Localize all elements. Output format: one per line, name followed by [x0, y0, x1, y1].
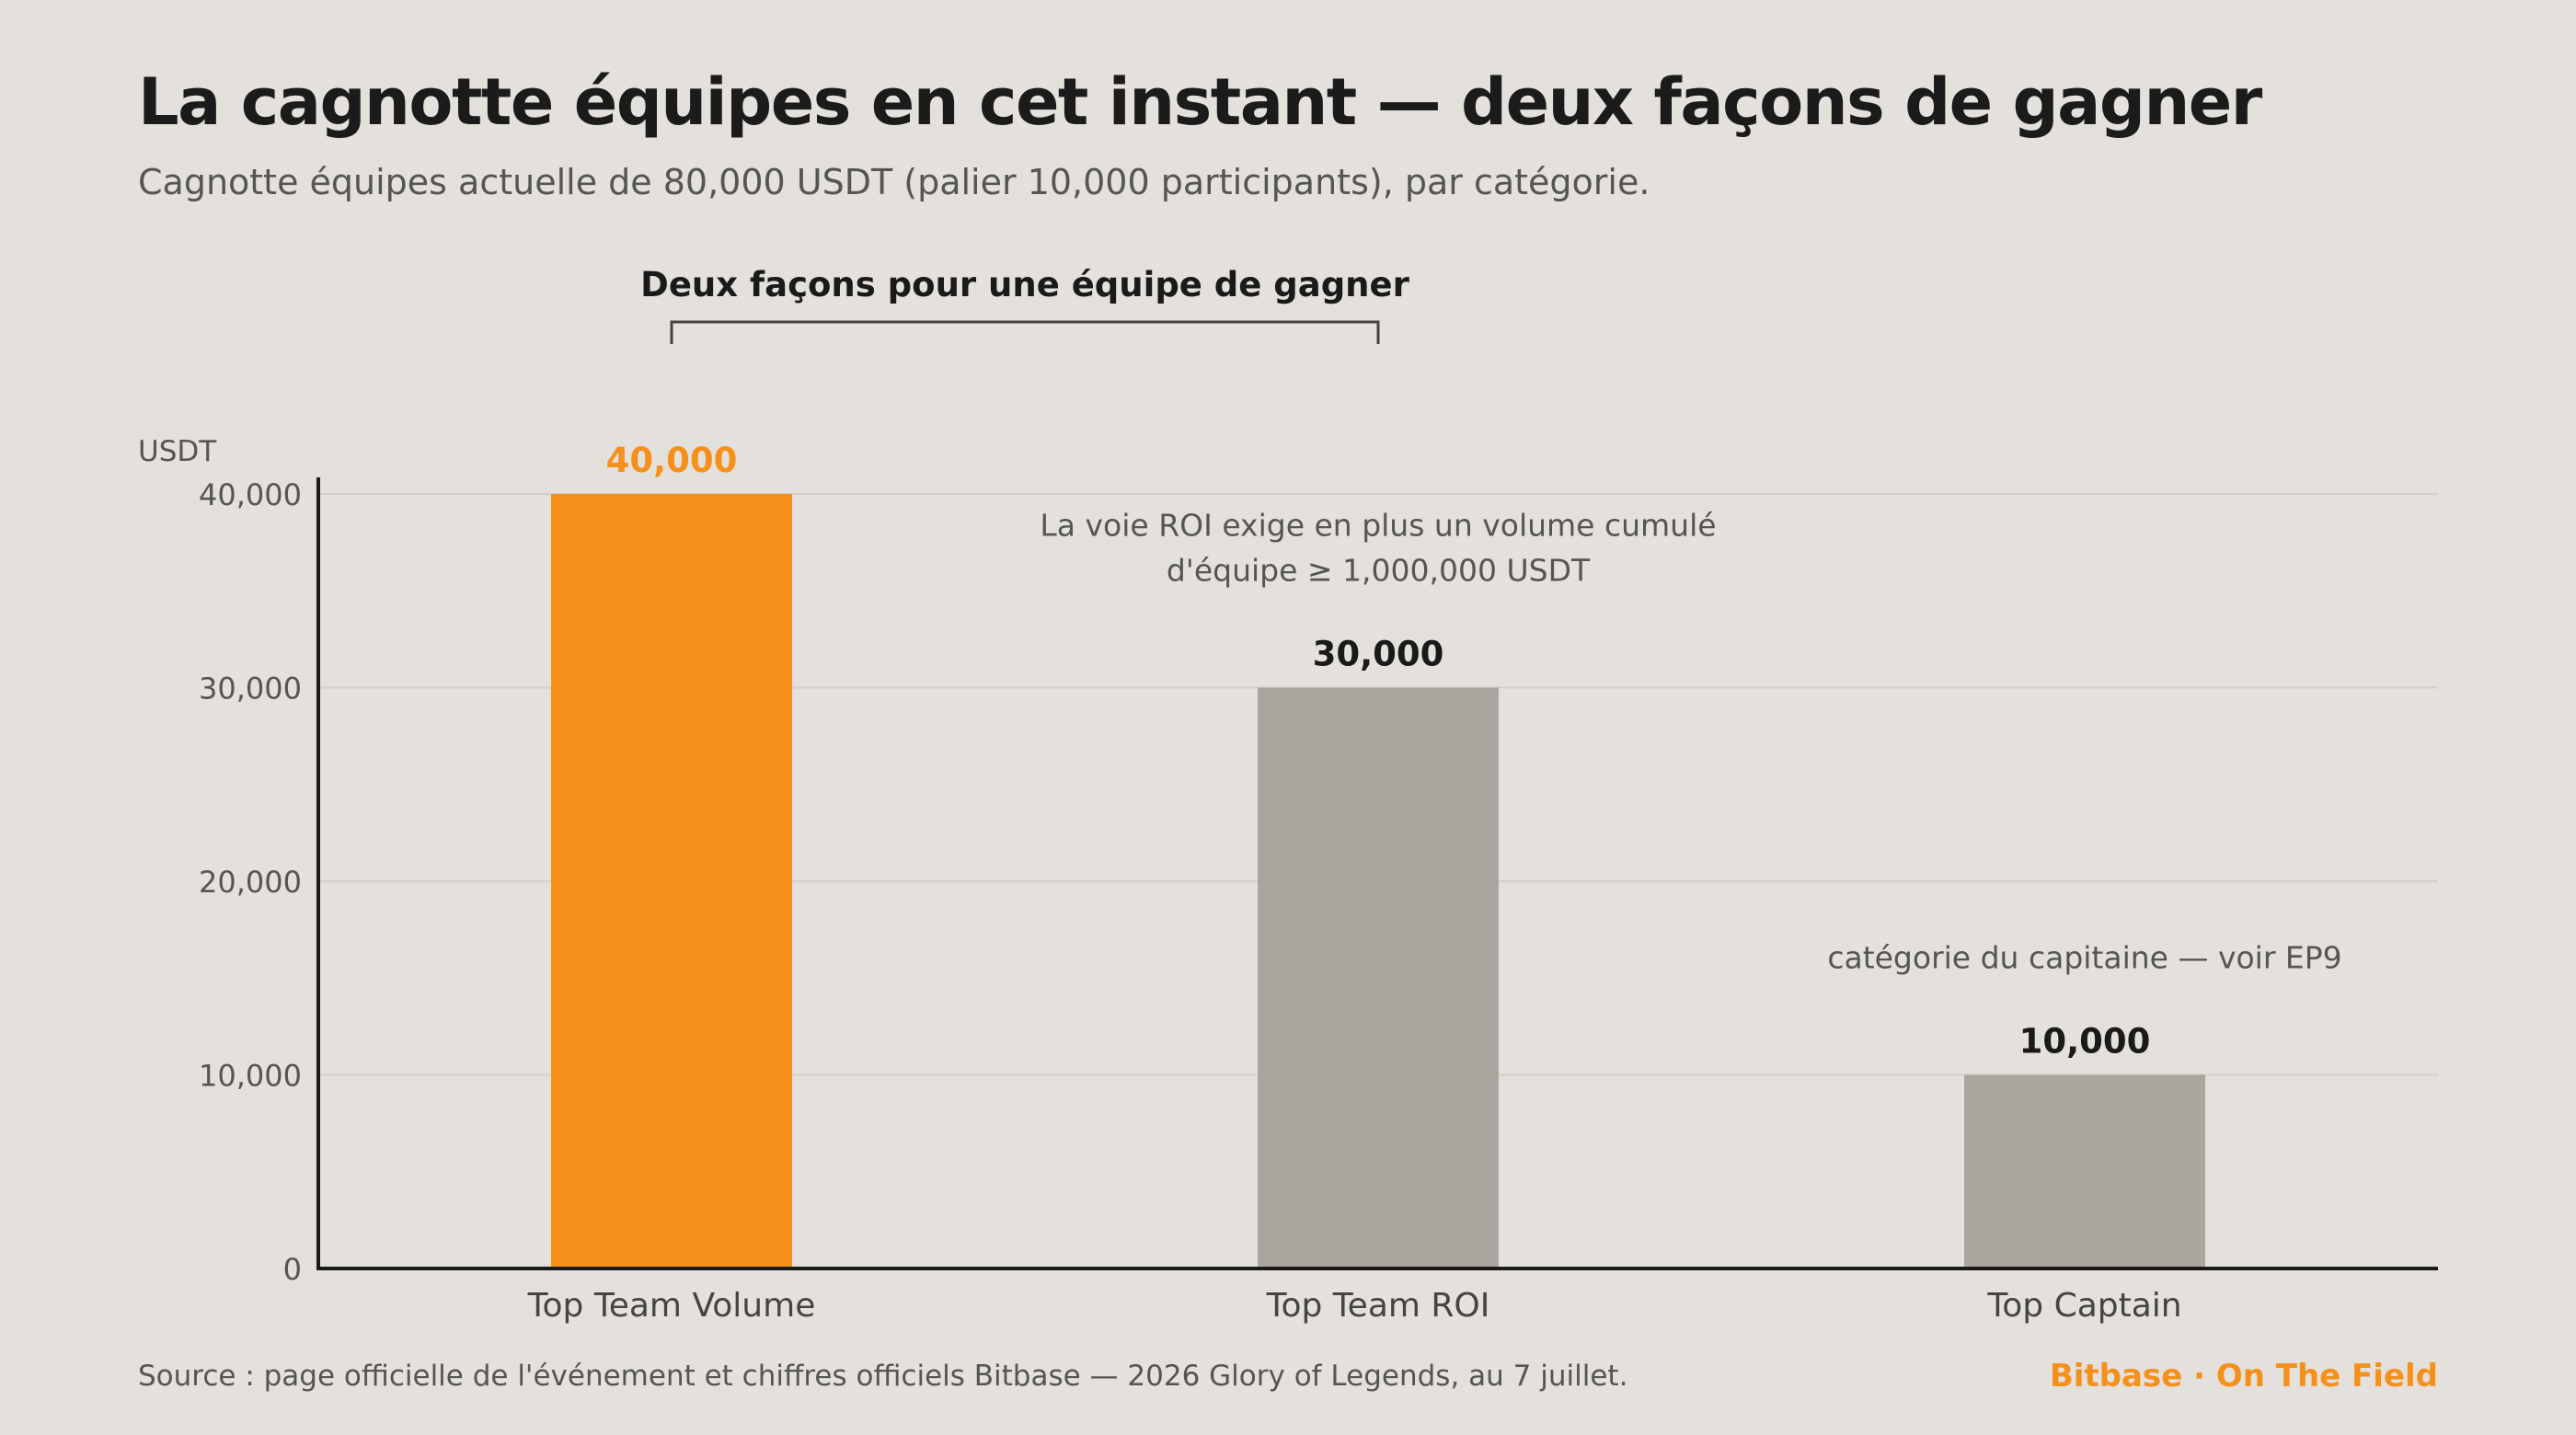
x-tick-label: Top Team Volume	[527, 1287, 816, 1325]
x-tick-label: Top Team ROI	[1266, 1287, 1490, 1325]
bracket-label: Deux façons pour une équipe de gagner	[640, 265, 1409, 304]
data-label: 30,000	[1313, 635, 1444, 674]
y-tick-label: 0	[283, 1252, 302, 1287]
data-label: 10,000	[2019, 1022, 2151, 1062]
data-label: 40,000	[606, 441, 738, 480]
bracket-line	[670, 320, 1380, 344]
category-bracket: Deux façons pour une équipe de gagner	[640, 265, 1410, 344]
bars	[551, 494, 2205, 1269]
chart-title: La cagnotte équipes en cet instant — deu…	[138, 64, 2262, 140]
annotation: La voie ROI exige en plus un volume cumu…	[1040, 508, 1716, 544]
bar-labels: 40,000 30,000 10,000 La voie ROI exige en p…	[606, 441, 2342, 1062]
axes: 0 10,000 20,000 30,000 40,000 USDT Top Team Vo…	[138, 435, 2438, 1325]
bar	[1964, 1074, 2205, 1269]
y-tick-label: 40,000	[199, 477, 302, 512]
bar-chart: Deux façons pour une équipe de gagner 40…	[138, 265, 2438, 1325]
y-tick-label: 10,000	[199, 1059, 302, 1094]
brand-label: Bitbase · On The Field	[2049, 1358, 2438, 1395]
source-note: Source : page officielle de l'événement …	[138, 1360, 1628, 1393]
x-tick-label: Top Captain	[1986, 1287, 2181, 1325]
annotation: catégorie du capitaine — voir EP9	[1827, 940, 2341, 976]
y-tick-label: 30,000	[199, 672, 302, 706]
annotation: d'équipe ≥ 1,000,000 USDT	[1167, 553, 1591, 589]
y-tick-label: 20,000	[199, 865, 302, 900]
y-axis-label: USDT	[138, 435, 217, 468]
bar	[551, 494, 792, 1269]
bar	[1258, 687, 1499, 1269]
chart-subtitle: Cagnotte équipes actuelle de 80,000 USDT…	[138, 162, 1650, 202]
